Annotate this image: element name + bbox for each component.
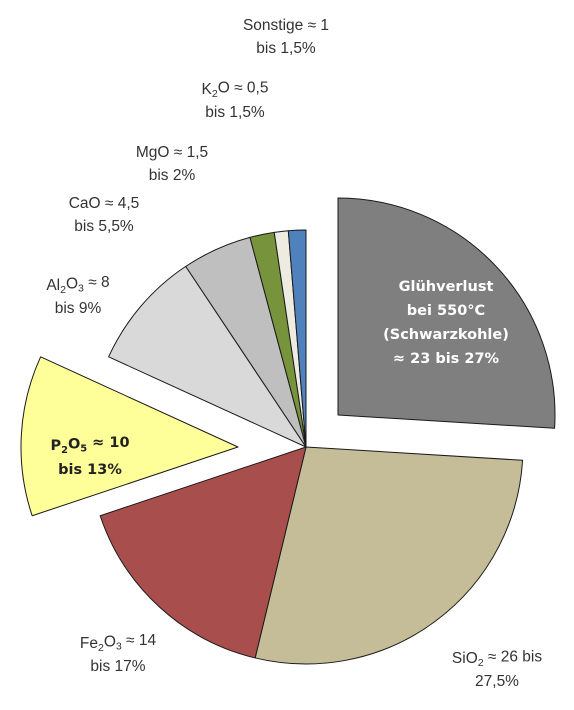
- slice-label-line: SiO2 ≈ 26 bis: [452, 649, 542, 670]
- label-text: bis 2%: [149, 167, 196, 184]
- slice-label-line: K2O ≈ 0,5: [202, 80, 269, 101]
- subscript: 2: [60, 284, 66, 296]
- slice-label-al2o3: Al2O3 ≈ 8 bis 9%: [46, 274, 109, 317]
- slice-label-line: CaO ≈ 4,5: [69, 195, 140, 212]
- label-text: Al: [46, 277, 60, 294]
- label-text: 27,5%: [475, 673, 519, 690]
- pie-slice-p2o5: [20, 356, 239, 517]
- label-text: O ≈ 0,5: [218, 80, 269, 97]
- pie-slice-sio2: [254, 446, 524, 665]
- pie-slices: [20, 197, 556, 665]
- label-text: bis 5,5%: [74, 218, 134, 235]
- label-text: Sonstige ≈ 1: [243, 17, 329, 34]
- slice-label-gluehverlust: Glühverlust bei 550°C (Schwarzkohle) ≈ 23 b…: [383, 279, 509, 367]
- label-text: bis 1,5%: [256, 40, 316, 57]
- slice-label-line: MgO ≈ 1,5: [136, 144, 208, 161]
- slice-label-line: bis 1,5%: [205, 104, 265, 121]
- pie-slice-gluehverlust: [337, 197, 556, 429]
- subscript: 2: [98, 642, 104, 654]
- label-text: bis 17%: [90, 658, 145, 675]
- slice-label-line: (Schwarzkohle): [383, 327, 509, 343]
- slice-label-fe2o3: Fe2O3 ≈ 14 bis 17%: [80, 632, 157, 675]
- label-text: O: [104, 634, 116, 651]
- label-text: P: [50, 438, 61, 454]
- pie-slice-al2o3: [108, 265, 307, 448]
- slice-label-line: ≈ 23 bis 27%: [393, 351, 500, 367]
- slice-labels: Glühverlust bei 550°C (Schwarzkohle) ≈ 23 b…: [46, 17, 542, 690]
- label-text: (Schwarzkohle): [383, 327, 509, 343]
- label-text: bis 1,5%: [205, 104, 265, 121]
- slice-label-sonstige: Sonstige ≈ 1 bis 1,5%: [243, 17, 329, 57]
- label-text: Fe: [80, 635, 98, 652]
- subscript: 5: [80, 444, 87, 455]
- label-text: CaO ≈ 4,5: [69, 195, 140, 212]
- slice-label-p2o5: P2O5 ≈ 10 bis 13%: [50, 435, 129, 478]
- slice-label-line: Glühverlust: [399, 279, 494, 295]
- subscript: 3: [78, 283, 84, 295]
- slice-label-line: bis 5,5%: [74, 218, 134, 235]
- slice-label-mgo: MgO ≈ 1,5 bis 2%: [136, 144, 208, 184]
- slice-label-line: Sonstige ≈ 1: [243, 17, 329, 34]
- label-text: Glühverlust: [399, 279, 494, 295]
- slice-label-line: Al2O3 ≈ 8: [46, 274, 109, 296]
- slice-label-line: bis 17%: [90, 658, 145, 675]
- label-text: K: [202, 81, 213, 98]
- subscript: 2: [61, 445, 68, 456]
- slice-label-line: bis 9%: [55, 300, 102, 317]
- label-text: bis 13%: [58, 462, 122, 478]
- label-text: O: [66, 276, 78, 293]
- slice-label-cao: CaO ≈ 4,5 bis 5,5%: [69, 195, 140, 235]
- label-text: ≈ 14: [122, 632, 157, 649]
- label-text: MgO ≈ 1,5: [136, 144, 208, 161]
- slice-label-line: bis 13%: [58, 462, 122, 478]
- label-text: bei 550°C: [407, 303, 485, 319]
- label-text: ≈ 23 bis 27%: [393, 351, 500, 367]
- pie-slice-sonstige: [287, 229, 307, 448]
- slice-label-sio2: SiO2 ≈ 26 bis 27,5%: [452, 649, 542, 690]
- label-text: O: [68, 437, 80, 453]
- pie-slice-fe2o3: [99, 446, 307, 659]
- subscript: 3: [116, 641, 122, 653]
- label-text: ≈ 10: [87, 435, 129, 451]
- label-text: bis 9%: [55, 300, 102, 317]
- label-text: SiO: [452, 650, 478, 667]
- label-text: ≈ 8: [84, 274, 110, 291]
- slice-label-line: 27,5%: [475, 673, 519, 690]
- slice-label-line: bei 550°C: [407, 303, 485, 319]
- subscript: 2: [212, 88, 218, 100]
- slice-label-k2o: K2O ≈ 0,5 bis 1,5%: [202, 80, 269, 121]
- label-text: ≈ 26 bis: [484, 649, 543, 666]
- slice-label-line: bis 1,5%: [256, 40, 316, 57]
- slice-label-line: P2O5 ≈ 10: [50, 435, 129, 456]
- subscript: 2: [478, 657, 484, 669]
- slice-label-line: Fe2O3 ≈ 14: [80, 632, 157, 654]
- slice-label-line: bis 2%: [149, 167, 196, 184]
